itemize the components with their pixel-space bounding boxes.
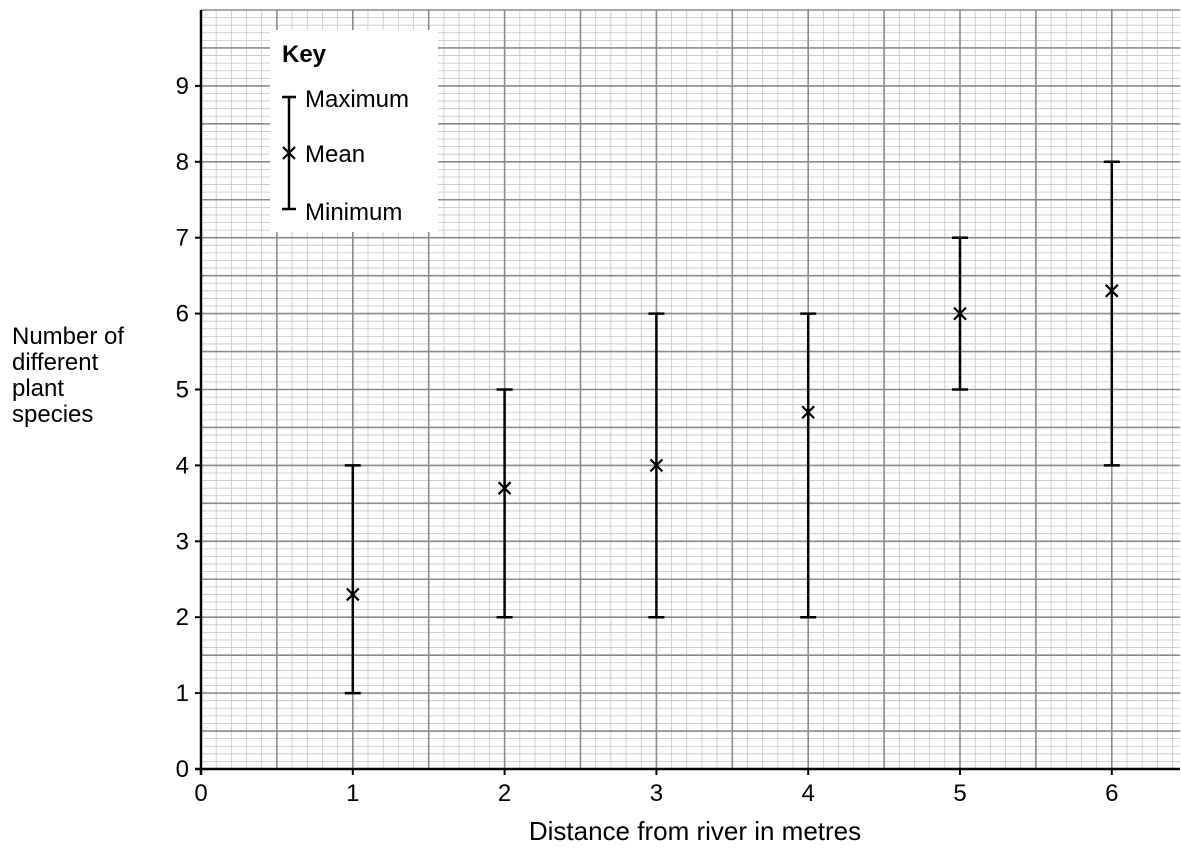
range-mark — [344, 464, 361, 695]
y-tick-label: 3 — [176, 528, 189, 555]
legend-maximum-label: Maximum — [305, 86, 409, 113]
x-tick-label: 1 — [346, 780, 359, 807]
y-axis-label-line: Number of — [12, 323, 125, 350]
range-mark — [1103, 160, 1120, 467]
mean-cross — [649, 458, 664, 473]
y-axis-label-line: plant — [12, 375, 65, 402]
x-tick-label: 0 — [194, 780, 207, 807]
mean-cross — [497, 481, 512, 495]
y-tick-label: 4 — [176, 452, 189, 479]
y-tick-label: 8 — [176, 149, 189, 176]
mean-cross — [1105, 284, 1119, 298]
axes — [195, 10, 1181, 775]
y-tick-label: 9 — [176, 73, 189, 100]
mean-cross — [346, 587, 360, 602]
y-tick-label: 7 — [176, 225, 189, 252]
legend-range-symbol — [282, 95, 296, 211]
y-tick-label: 2 — [176, 604, 189, 631]
legend: Key Maximum Mean Minimum — [270, 30, 438, 232]
y-tick-labels: 0 1 2 3 4 5 6 7 8 9 — [176, 73, 201, 783]
x-tick-label: 3 — [650, 780, 663, 807]
y-axis-label: Number of different plant species — [12, 324, 124, 428]
legend-title: Key — [282, 41, 327, 68]
x-tick-label: 6 — [1105, 780, 1118, 807]
range-mark — [648, 312, 665, 619]
mean-cross — [801, 405, 815, 420]
y-tick-label: 1 — [176, 680, 189, 707]
legend-mean-label: Mean — [305, 141, 365, 168]
data-marks — [344, 160, 1120, 695]
range-mark — [800, 312, 817, 619]
x-tick-label: 5 — [953, 780, 966, 807]
x-tick-labels: 0 1 2 3 4 5 6 — [194, 769, 1118, 807]
y-tick-label: 5 — [176, 377, 189, 404]
x-tick-label: 2 — [498, 780, 511, 807]
x-axis-label: Distance from river in metres — [528, 816, 862, 846]
legend-background — [270, 30, 438, 232]
range-mark — [496, 388, 513, 619]
range-mark — [952, 236, 968, 391]
y-axis-label-line: species — [12, 401, 94, 428]
y-tick-label: 6 — [176, 301, 189, 328]
y-axis-label-line: different — [12, 349, 99, 376]
y-tick-label: 0 — [176, 756, 189, 783]
mean-cross — [953, 306, 967, 321]
legend-minimum-label: Minimum — [305, 199, 402, 226]
x-tick-label: 4 — [802, 780, 815, 807]
legend-mean-cross — [282, 146, 296, 160]
